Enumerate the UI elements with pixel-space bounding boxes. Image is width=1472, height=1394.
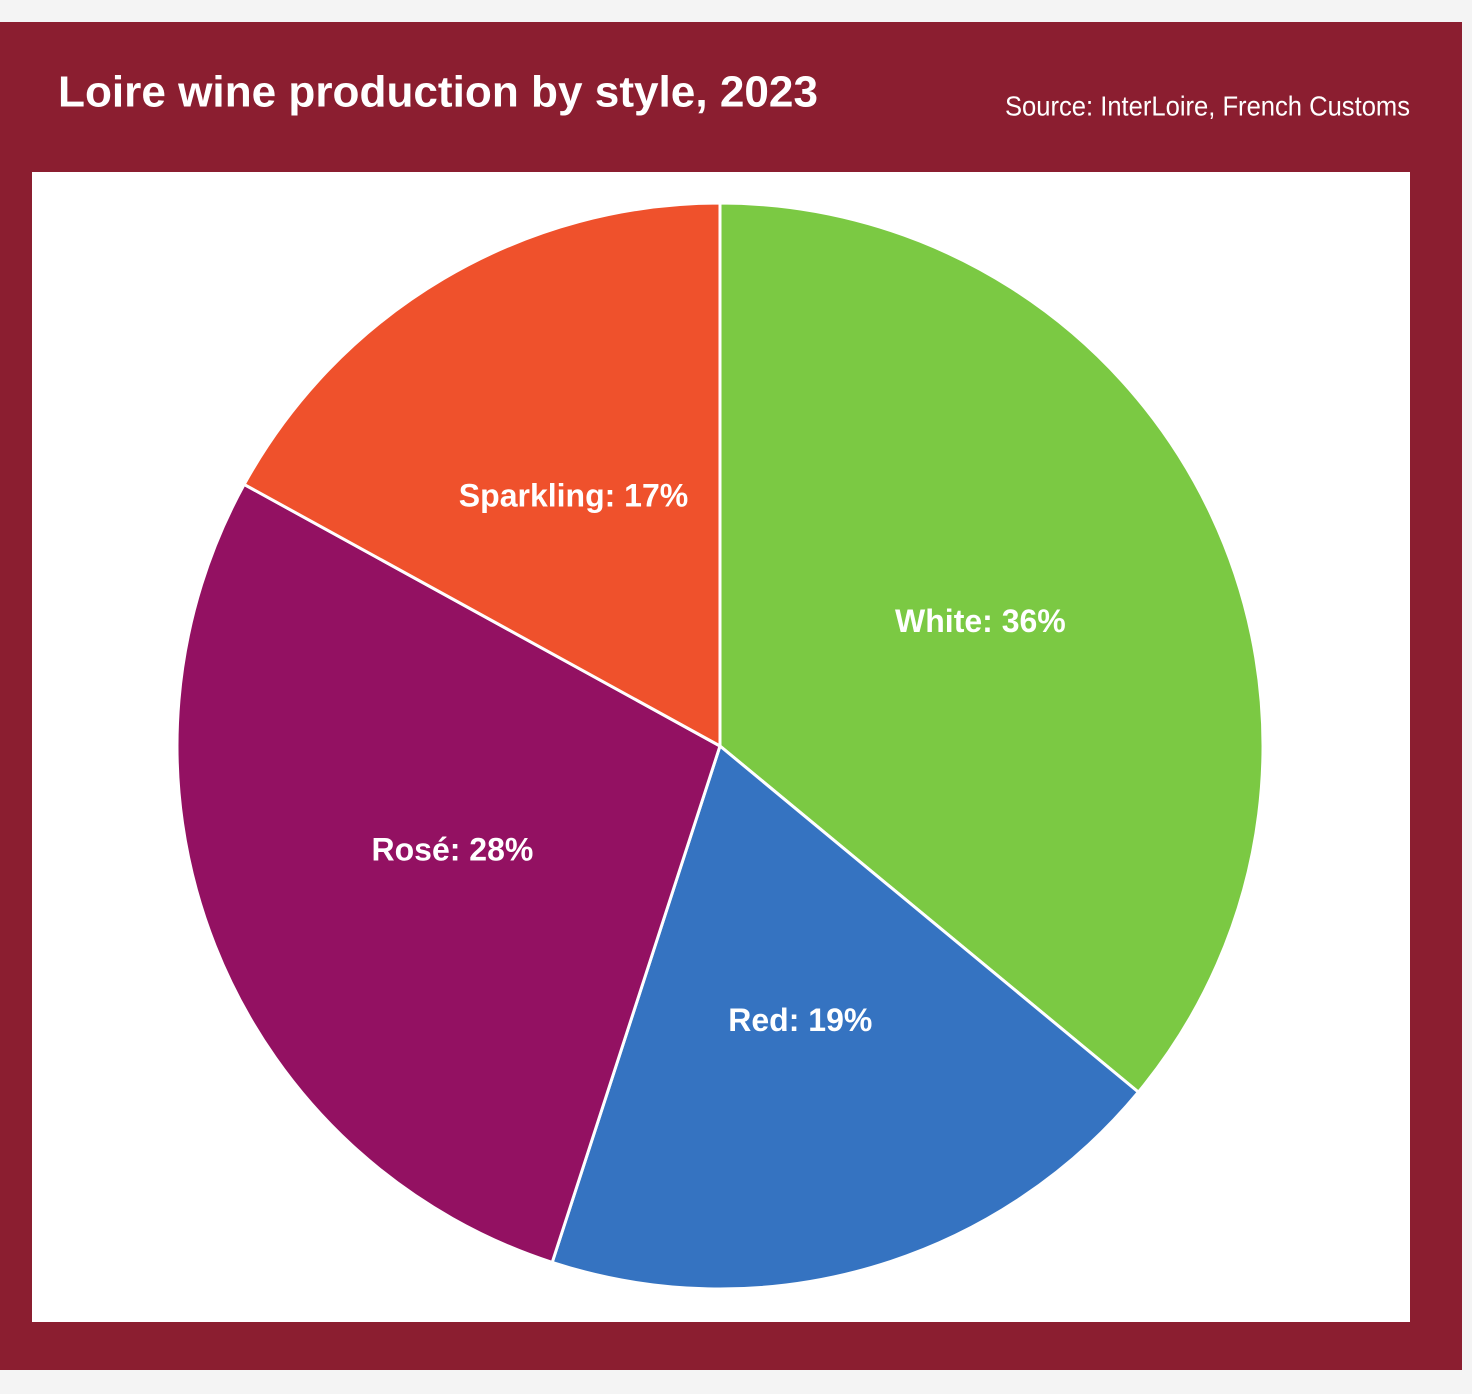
pie-slice [718,201,1265,1094]
data-label: Rosé: 28% [371,831,533,867]
source-note: Source: InterLoire, French Customs [1005,90,1410,121]
data-label: Red: 19% [728,1002,872,1038]
chart-title: Loire wine production by style, 2023 [58,68,818,117]
pie-slice [550,744,1140,1291]
pie-slice [175,482,722,1264]
data-label: Sparkling: 17% [459,478,688,514]
pie-slice [242,201,722,748]
data-label: White: 36% [895,603,1066,639]
